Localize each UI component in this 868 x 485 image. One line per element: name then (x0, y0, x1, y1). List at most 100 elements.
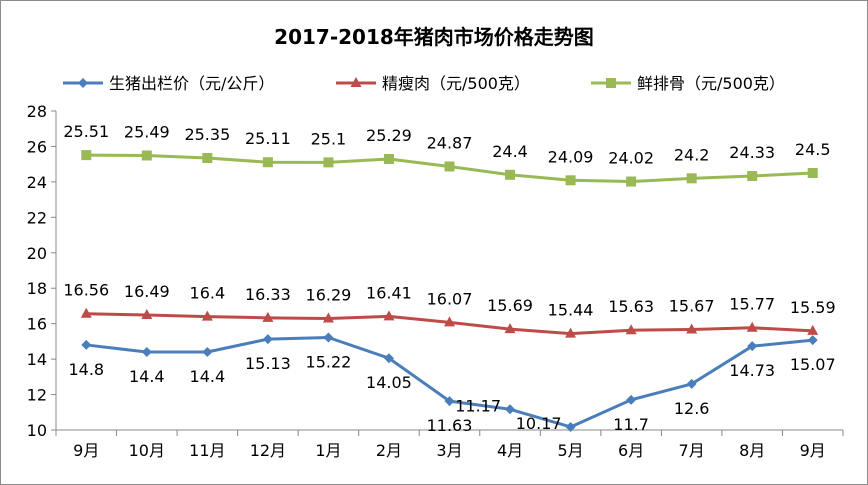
data-label: 15.22 (306, 352, 352, 371)
data-point (747, 171, 758, 182)
legend-label: 生猪出栏价（元/公斤） (109, 74, 274, 93)
data-label: 11.7 (613, 415, 649, 434)
data-point (626, 176, 637, 187)
data-point (565, 421, 576, 432)
data-label: 25.49 (124, 122, 170, 141)
x-tick-label: 8月 (739, 441, 765, 460)
x-tick-label: 4月 (497, 441, 523, 460)
data-point (262, 334, 273, 345)
data-label: 11.17 (455, 396, 501, 415)
data-label: 25.29 (366, 126, 412, 145)
data-label: 24.87 (427, 133, 473, 152)
data-label: 25.35 (184, 125, 230, 144)
legend-marker (350, 77, 362, 87)
data-label: 24.33 (729, 143, 775, 162)
data-point (262, 311, 274, 322)
data-label: 15.07 (790, 355, 836, 374)
x-tick-label: 6月 (618, 441, 644, 460)
data-label: 14.4 (129, 367, 165, 386)
data-point (565, 327, 577, 338)
data-label: 15.77 (729, 295, 775, 314)
data-point (81, 150, 92, 161)
data-label: 24.09 (548, 147, 594, 166)
data-point (262, 157, 273, 168)
y-tick-label: 28 (27, 102, 47, 121)
data-point (323, 332, 334, 343)
data-label: 15.67 (669, 297, 715, 316)
data-label: 25.51 (63, 122, 109, 141)
data-point (81, 339, 92, 350)
data-point (626, 394, 637, 405)
y-tick-label: 20 (27, 244, 47, 263)
data-label: 14.05 (366, 373, 412, 392)
data-point (444, 316, 455, 327)
x-tick-label: 12月 (250, 441, 286, 460)
data-point (505, 404, 516, 415)
data-label: 16.07 (427, 289, 473, 308)
data-label: 15.59 (790, 298, 836, 317)
data-point (141, 347, 152, 358)
data-label: 24.5 (795, 140, 831, 159)
data-point (80, 307, 92, 318)
chart-title: 2017-2018年猪肉市场价格走势图 (274, 25, 594, 49)
data-label: 15.69 (487, 296, 533, 315)
legend-label: 精瘦肉（元/500克） (382, 74, 530, 93)
y-tick-label: 16 (27, 315, 47, 334)
x-tick-label: 3月 (436, 441, 462, 460)
data-point (747, 341, 758, 352)
data-point (504, 323, 516, 334)
data-point (625, 324, 637, 335)
data-label: 11.63 (427, 416, 473, 435)
data-label: 25.1 (311, 129, 347, 148)
data-point (323, 157, 334, 168)
y-tick-label: 18 (27, 279, 47, 298)
data-point (383, 310, 395, 321)
data-label: 15.63 (608, 297, 654, 316)
data-point (322, 312, 334, 323)
y-tick-label: 22 (27, 208, 47, 227)
y-tick-label: 24 (27, 173, 47, 192)
y-tick-label: 12 (27, 386, 47, 405)
data-point (686, 323, 698, 334)
data-point (201, 310, 213, 321)
data-label: 24.2 (674, 145, 710, 164)
legend-label: 鲜排骨（元/500克） (637, 74, 785, 93)
data-label: 14.8 (68, 360, 104, 379)
data-point (807, 324, 819, 335)
data-point (383, 154, 394, 165)
data-label: 16.49 (124, 282, 170, 301)
x-tick-label: 9月 (73, 441, 99, 460)
data-point (444, 396, 455, 407)
x-tick-label: 11月 (189, 441, 225, 460)
y-tick-label: 10 (27, 421, 47, 440)
data-label: 15.13 (245, 354, 291, 373)
data-point (807, 168, 818, 179)
data-label: 14.4 (190, 367, 226, 386)
data-label: 24.4 (492, 142, 528, 161)
data-label: 25.11 (245, 129, 291, 148)
data-label: 16.41 (366, 283, 412, 302)
data-label: 16.4 (190, 284, 226, 303)
x-tick-label: 1月 (315, 441, 341, 460)
data-label: 14.73 (729, 361, 775, 380)
data-label: 24.02 (608, 149, 654, 168)
data-point (141, 150, 152, 161)
data-point (383, 353, 394, 364)
data-point (565, 175, 576, 186)
data-point (444, 161, 455, 172)
data-label: 12.6 (674, 399, 710, 418)
data-label: 16.33 (245, 285, 291, 304)
data-point (141, 308, 153, 319)
data-label: 15.44 (548, 301, 594, 320)
data-point (202, 347, 213, 358)
x-tick-label: 7月 (679, 441, 705, 460)
data-label: 16.56 (63, 281, 109, 300)
data-point (686, 378, 697, 389)
y-tick-label: 14 (27, 350, 47, 369)
legend-marker (606, 78, 616, 88)
data-point (505, 169, 516, 180)
data-label: 16.29 (306, 286, 352, 305)
data-point (746, 321, 758, 332)
legend-marker (78, 78, 88, 88)
